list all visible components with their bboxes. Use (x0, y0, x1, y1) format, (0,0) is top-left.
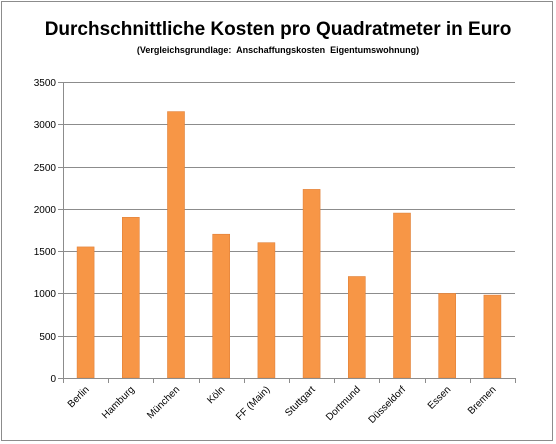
x-axis-ticks: Berlin Hamburg München Köln FF (Main) Stuttga… (63, 378, 516, 426)
y-tick-label: 2000 (34, 205, 57, 216)
x-tick-label: München (145, 384, 182, 421)
x-tick-label: Dortmund (324, 384, 363, 423)
y-tick-label: 3500 (34, 78, 57, 89)
chart-title: Durchschnittliche Kosten pro Quadratmete… (44, 19, 512, 40)
x-tick-label: Stuttgart (283, 384, 318, 419)
x-tick-label: Düsseldorf (367, 384, 409, 426)
y-tick-label: 1000 (34, 289, 57, 300)
bars (76, 111, 502, 379)
y-tick-label: 0 (50, 374, 56, 385)
bar-k-ln (212, 233, 230, 379)
bar-berlin (76, 246, 95, 379)
chart-subtitle: (Vergleichsgrundlage: Anschaffungskosten… (136, 45, 420, 55)
x-tick-label: Berlin (66, 384, 92, 410)
bar-dortmund (347, 276, 366, 379)
x-tick-label: Hamburg (100, 384, 137, 421)
x-tick-label: Bremen (466, 384, 499, 417)
bar-hamburg (122, 217, 140, 379)
bar-m-nchen (167, 111, 185, 379)
bar-bremen (483, 294, 502, 379)
bar-essen (438, 293, 457, 379)
y-tick-label: 2500 (34, 163, 57, 174)
bar-ff-main (257, 242, 276, 379)
y-axis-ticks: 0 500 1000 1500 2000 2500 3000 3500 (34, 78, 63, 385)
x-tick-label: Essen (426, 384, 453, 411)
bar-stuttgart (302, 189, 321, 379)
gridlines (63, 82, 515, 337)
y-tick-label: 1500 (34, 247, 57, 258)
bar-d-sseldorf (393, 212, 411, 379)
y-tick-label: 3000 (34, 120, 57, 131)
x-tick-label: FF (Main) (234, 384, 272, 422)
y-tick-label: 500 (39, 332, 56, 343)
x-tick-label: Köln (205, 384, 227, 406)
